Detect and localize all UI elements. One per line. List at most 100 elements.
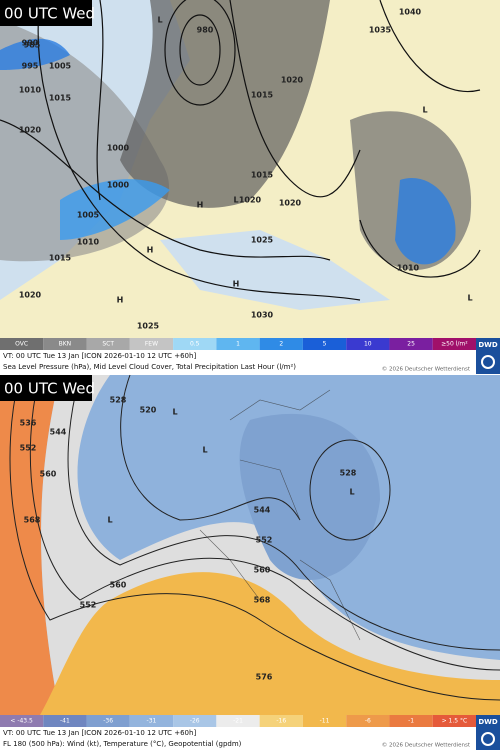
map-label: 1020 — [279, 199, 302, 208]
map-label: 1000 — [107, 181, 130, 190]
map-label: 1020 — [19, 291, 42, 300]
legend-label: -16 — [276, 718, 286, 725]
legend-label: > 1.5 °C — [442, 718, 468, 725]
map-label: 552 — [80, 601, 97, 610]
map-label: 1015 — [251, 91, 274, 100]
map-label: L — [233, 196, 238, 205]
map-label: 1020 — [281, 76, 304, 85]
legend-swatch — [43, 715, 87, 727]
time-label-bg — [0, 375, 92, 401]
map-label: H — [197, 201, 204, 210]
map-label: 520 — [140, 406, 157, 415]
time-label-bg — [0, 0, 92, 26]
legend-swatch — [346, 715, 390, 727]
map-label: 528 — [340, 469, 357, 478]
legend-swatch — [432, 715, 476, 727]
logo-icon — [481, 732, 495, 746]
legend-label: 1 — [236, 341, 240, 348]
copyright: © 2026 Deutscher Wetterdienst — [382, 366, 471, 373]
precip — [0, 38, 70, 70]
warm-air — [0, 375, 60, 715]
legend-label: -6 — [365, 718, 371, 725]
map-label: 1020 — [239, 196, 262, 205]
legend: OVC BKN SCT FEW 0.5 1 2 5 10 25 ≥50 l/m² — [0, 338, 476, 350]
precip — [395, 178, 456, 265]
map-label: 1030 — [251, 311, 274, 320]
legend: < -43.5 -41 -36 -31 -26 -21 -16 -11 -6 -1 > 1.5 °C — [0, 715, 476, 727]
info-bg — [0, 727, 500, 750]
legend-swatch — [129, 715, 174, 727]
legend-label: FEW — [145, 341, 158, 348]
logo: DWD — [478, 718, 498, 726]
map-label: 568 — [24, 516, 41, 525]
legend-label: ≥50 l/m² — [441, 341, 468, 348]
time-label: 00 UTC Wed — [4, 5, 95, 23]
map-label: 980 — [197, 26, 214, 35]
valid-time: VT: 00 UTC Tue 13 Jan [ICON 2026-01-10 1… — [3, 729, 196, 737]
map-label: 985 — [24, 41, 41, 50]
precip — [60, 179, 170, 240]
map-label: L — [349, 488, 354, 497]
legend-label: 25 — [407, 341, 415, 348]
legend-swatch — [0, 715, 44, 727]
map-label: 560 — [254, 566, 271, 575]
map-label: 1005 — [49, 62, 72, 71]
legend-label: 5 — [323, 341, 327, 348]
map-label: 1000 — [107, 144, 130, 153]
map-label: 552 — [256, 536, 273, 545]
legend-label: < -43.5 — [10, 718, 33, 725]
legend-swatch — [216, 715, 260, 727]
map-label: 995 — [22, 62, 39, 71]
logo-icon — [481, 355, 495, 369]
legend-label: SCT — [102, 341, 114, 348]
cloud — [120, 0, 330, 208]
legend-swatch — [259, 715, 303, 727]
logo: DWD — [478, 341, 498, 349]
legend-swatch — [259, 338, 303, 350]
legend-label: -21 — [233, 718, 243, 725]
legend-swatch — [389, 715, 433, 727]
map-label: 536 — [20, 419, 37, 428]
legend-label: 2 — [279, 341, 283, 348]
info-bg — [0, 350, 500, 374]
map-label: 560 — [110, 581, 127, 590]
cold-core — [239, 413, 380, 580]
legend-swatch — [173, 715, 217, 727]
map-label: 990 — [22, 39, 39, 48]
map-label: 1010 — [19, 86, 42, 95]
map-label: 1040 — [399, 8, 422, 17]
map-label: 528 — [110, 396, 127, 405]
legend-swatch — [216, 338, 260, 350]
legend-label: -26 — [190, 718, 200, 725]
map-label: L — [422, 106, 427, 115]
map-label: H — [117, 296, 124, 305]
legend-label: OVC — [15, 341, 28, 348]
legend-label: 10 — [364, 341, 372, 348]
map-label: L — [202, 446, 207, 455]
bottom-map: 00 UTC Wed — [0, 374, 500, 715]
map-label: L — [172, 408, 177, 417]
map-label: 568 — [254, 596, 271, 605]
map-label: 1015 — [251, 171, 274, 180]
map-label: 560 — [40, 470, 57, 479]
legend-label: -31 — [147, 718, 157, 725]
legend-swatch — [346, 338, 390, 350]
legend-swatch — [0, 338, 44, 350]
legend-swatch — [389, 338, 433, 350]
legend-label: -36 — [103, 718, 113, 725]
map-label: 544 — [50, 428, 67, 437]
map-label: H — [147, 246, 154, 255]
legend-swatch — [129, 338, 174, 350]
map-label: 1010 — [77, 238, 100, 247]
map-label: 1005 — [77, 211, 100, 220]
map-label: L — [107, 516, 112, 525]
legend-label: -1 — [408, 718, 414, 725]
map-label: 552 — [20, 444, 37, 453]
legend-swatch — [173, 338, 217, 350]
time-label: 00 UTC Wed — [4, 380, 95, 398]
map-label: 1020 — [19, 126, 42, 135]
legend-swatch — [86, 338, 130, 350]
map-label: 1010 — [397, 264, 420, 273]
copyright: © 2026 Deutscher Wetterdienst — [382, 742, 471, 749]
